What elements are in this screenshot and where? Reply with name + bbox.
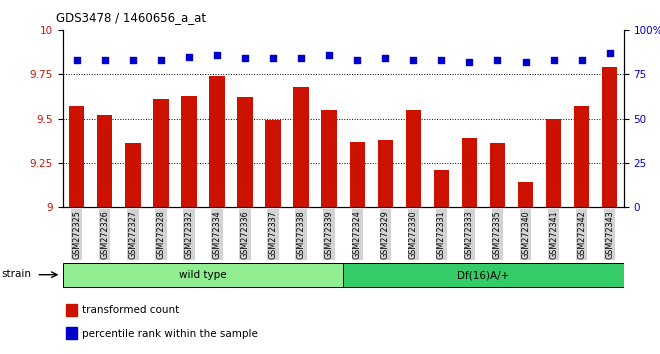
Bar	[153, 99, 168, 207]
Bar	[97, 115, 112, 207]
Point	[127, 57, 138, 63]
Bar	[350, 142, 365, 207]
Bar	[378, 140, 393, 207]
Text: GSM272340: GSM272340	[521, 210, 530, 258]
Text: GSM272339: GSM272339	[325, 210, 334, 259]
Bar	[546, 119, 561, 207]
Text: GSM272328: GSM272328	[156, 210, 166, 259]
Bar	[209, 76, 224, 207]
Bar	[182, 96, 197, 207]
Point	[548, 57, 559, 63]
Bar	[265, 120, 280, 207]
Bar	[65, 327, 77, 339]
Text: GSM272334: GSM272334	[213, 210, 222, 258]
Bar	[434, 170, 449, 207]
Bar	[65, 304, 77, 316]
Text: GDS3478 / 1460656_a_at: GDS3478 / 1460656_a_at	[56, 11, 206, 24]
Bar	[406, 110, 421, 207]
Text: strain: strain	[1, 269, 31, 279]
Point	[576, 57, 587, 63]
Text: GSM272342: GSM272342	[577, 210, 586, 259]
Text: GSM272333: GSM272333	[465, 210, 474, 258]
Point	[605, 50, 615, 56]
Text: GSM272343: GSM272343	[605, 210, 614, 258]
Text: transformed count: transformed count	[82, 305, 180, 315]
Point	[156, 57, 166, 63]
Text: GSM272324: GSM272324	[352, 210, 362, 259]
Point	[71, 57, 82, 63]
Bar	[294, 87, 309, 207]
Point	[296, 56, 306, 61]
Point	[520, 59, 531, 65]
Text: GSM272337: GSM272337	[269, 210, 278, 259]
Bar	[125, 143, 141, 207]
Point	[464, 59, 475, 65]
Text: GSM272325: GSM272325	[72, 210, 81, 259]
Point	[268, 56, 279, 61]
Bar	[462, 138, 477, 207]
Bar	[321, 110, 337, 207]
Point	[100, 57, 110, 63]
Text: Df(16)A/+: Df(16)A/+	[457, 270, 510, 280]
Text: wild type: wild type	[179, 270, 227, 280]
Bar	[602, 67, 617, 207]
Point	[436, 57, 447, 63]
Point	[183, 54, 194, 59]
Text: GSM272332: GSM272332	[184, 210, 193, 259]
Text: GSM272338: GSM272338	[296, 210, 306, 258]
Point	[352, 57, 362, 63]
Text: GSM272330: GSM272330	[409, 210, 418, 258]
Text: percentile rank within the sample: percentile rank within the sample	[82, 329, 258, 338]
Text: GSM272327: GSM272327	[128, 210, 137, 259]
Text: GSM272336: GSM272336	[240, 210, 249, 258]
Text: GSM272329: GSM272329	[381, 210, 390, 259]
Point	[492, 57, 503, 63]
Bar	[238, 97, 253, 207]
Bar	[490, 143, 505, 207]
Point	[324, 52, 335, 58]
Text: GSM272335: GSM272335	[493, 210, 502, 259]
FancyBboxPatch shape	[63, 263, 343, 287]
Text: GSM272341: GSM272341	[549, 210, 558, 258]
Bar	[518, 182, 533, 207]
Point	[380, 56, 391, 61]
Point	[212, 52, 222, 58]
Text: GSM272326: GSM272326	[100, 210, 110, 259]
Bar	[69, 106, 84, 207]
FancyBboxPatch shape	[343, 263, 624, 287]
Text: GSM272331: GSM272331	[437, 210, 446, 258]
Point	[408, 57, 418, 63]
Bar	[574, 106, 589, 207]
Point	[240, 56, 250, 61]
